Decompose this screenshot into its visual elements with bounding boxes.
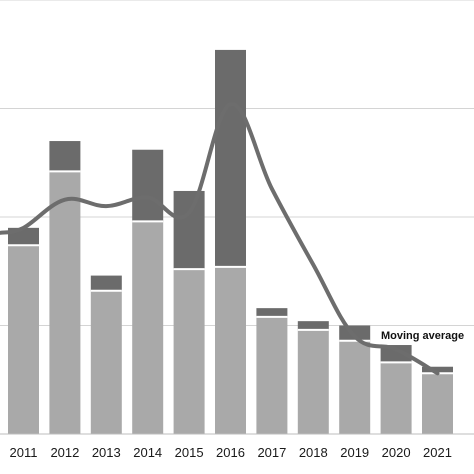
x-tick-label: 2016: [216, 445, 245, 460]
bar-segment-upper: [90, 275, 122, 291]
x-tick-label: 2012: [50, 445, 79, 460]
bar-segment-upper: [297, 321, 329, 330]
bar-segment-upper: [173, 190, 205, 270]
x-tick-label: 2018: [299, 445, 328, 460]
moving-average-series: [0, 102, 440, 376]
bar-segment-upper: [132, 149, 164, 222]
x-tick-label: 2017: [257, 445, 286, 460]
bar-segment-upper: [380, 345, 412, 363]
bar-segment-lower: [422, 373, 453, 434]
bar-groups: [8, 49, 453, 434]
bar-segment-upper: [215, 49, 246, 267]
x-tick-label: 2013: [92, 445, 121, 460]
bar-segment-lower: [215, 266, 246, 434]
x-tick-label: 2021: [423, 445, 452, 460]
bar-segment-lower: [49, 171, 81, 434]
x-tick-label: 2020: [382, 445, 411, 460]
x-tick-label: 2015: [175, 445, 204, 460]
bar-segment-upper: [49, 141, 81, 172]
bar-segment-lower: [132, 221, 164, 434]
bar-segment-lower: [8, 245, 39, 434]
bar-segment-lower: [256, 316, 288, 434]
x-tick-label: 2019: [340, 445, 369, 460]
bar-segment-lower: [297, 329, 329, 434]
bar-segment-lower: [339, 340, 371, 434]
x-tick-labels: 2011 2012 2013 2014 2015 2016 2017 2018 2019 2020…: [10, 445, 452, 460]
x-tick-label: 2014: [133, 445, 162, 460]
bar-segment-lower: [90, 290, 122, 434]
moving-average-line: [0, 102, 440, 376]
x-tick-label: 2011: [10, 445, 38, 460]
moving-average-label: Moving average: [381, 330, 464, 342]
bar-segment-upper: [256, 308, 288, 317]
bar-segment-lower: [173, 269, 205, 434]
bar-segment-lower: [380, 362, 412, 434]
bar-segment-upper: [422, 366, 453, 374]
